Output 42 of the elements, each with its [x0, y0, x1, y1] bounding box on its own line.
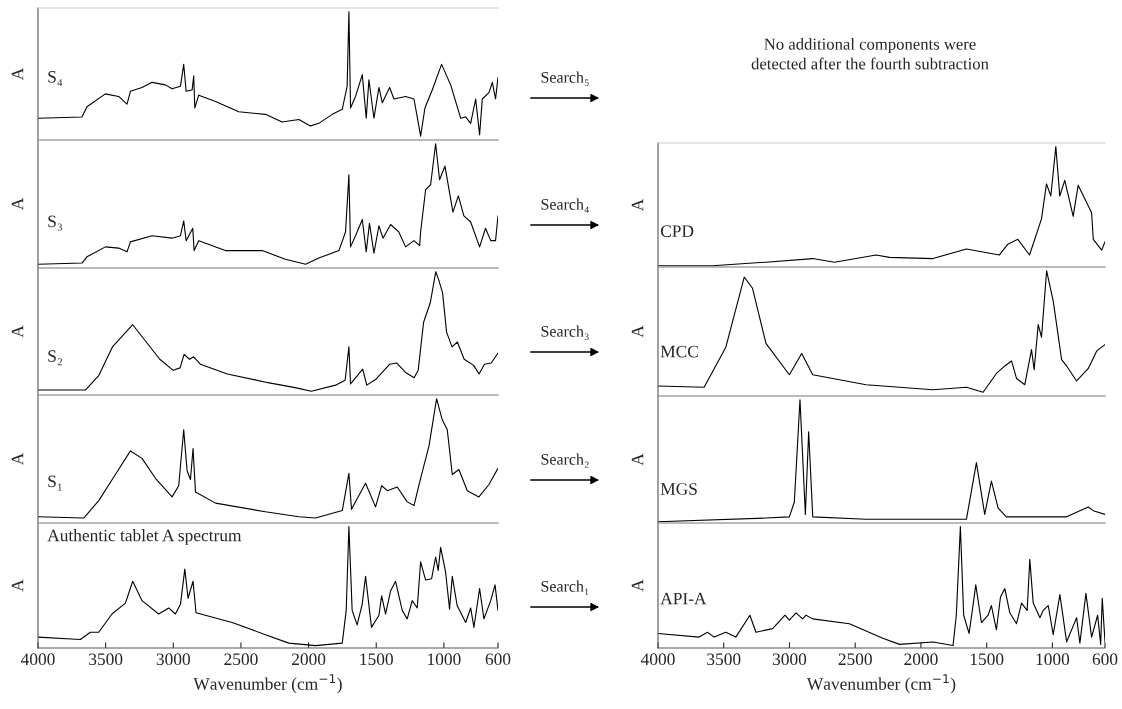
x-tick-label: 3500 — [707, 653, 741, 666]
series-label: MGS — [660, 483, 697, 495]
series-label: MCC — [660, 345, 698, 358]
x-tick-label: 2000 — [291, 653, 326, 666]
y-axis-title: A — [631, 579, 644, 592]
x-tick-label: 2500 — [224, 653, 258, 666]
text: Search₂ — [541, 453, 589, 468]
x-tick-label: 2000 — [904, 653, 938, 666]
y-axis-title: A — [11, 67, 24, 81]
series-label: S₁ — [48, 475, 62, 491]
text: Search₄ — [541, 198, 589, 213]
y-axis-title: A — [631, 198, 644, 212]
y-axis-title: A — [11, 325, 24, 338]
series-label: S₂ — [48, 350, 62, 366]
x-tick-label: 1000 — [1036, 653, 1070, 666]
x-tick-label: 1500 — [360, 653, 393, 666]
y-axis-title: A — [11, 197, 24, 211]
x-tick-label: 3000 — [772, 653, 807, 666]
text: Search₅ — [541, 71, 589, 86]
x-tick-label: 4000 — [20, 653, 55, 666]
x-tick-label: 600 — [485, 653, 511, 666]
y-axis-title: A — [631, 453, 644, 466]
series-label: API-A — [660, 592, 707, 605]
x-tick-label: 4000 — [640, 653, 675, 666]
x-axis-title: Wavenumber (cm$^{−1}$) — [193, 674, 342, 694]
y-axis-title: A — [631, 325, 644, 338]
x-tick-label: 3500 — [89, 653, 123, 666]
series-label: S₄ — [48, 70, 63, 86]
x-tick-label: 2500 — [838, 653, 872, 666]
text: Search₃ — [541, 325, 589, 340]
series-label: CPD — [660, 225, 694, 237]
text: Authentic tablet A spectrum — [47, 529, 242, 545]
text: Search₁ — [541, 580, 589, 595]
x-tick-label: 1000 — [428, 653, 461, 666]
text: No additional components were detected after the fourth subtraction — [751, 38, 989, 70]
series-label: S₃ — [48, 215, 63, 231]
y-axis-title: A — [11, 579, 24, 592]
x-tick-label: 600 — [1092, 653, 1118, 666]
y-axis-title: A — [11, 452, 24, 466]
x-tick-label: 1500 — [970, 653, 1004, 666]
x-axis-title: Wavenumber (cm$^{−1}$) — [806, 674, 956, 694]
x-tick-label: 3000 — [156, 653, 190, 666]
